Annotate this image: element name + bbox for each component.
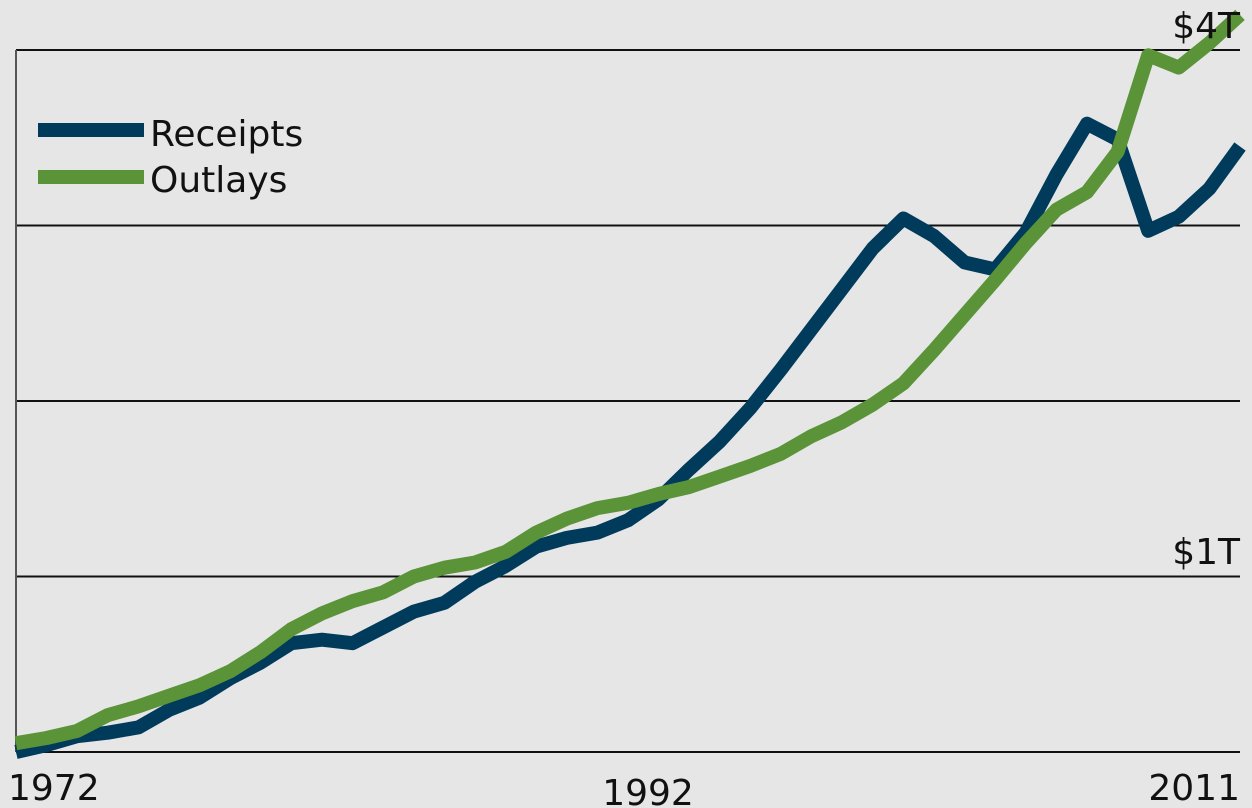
x-tick-label-1992: 1992 xyxy=(602,773,694,808)
y-tick-label-1t: $1T xyxy=(1172,532,1241,573)
y-tick-label-4t: $4T xyxy=(1172,6,1241,47)
x-tick-label-1972: 1972 xyxy=(8,768,100,808)
series-lines xyxy=(14,9,1246,759)
series-line-receipts xyxy=(14,116,1246,759)
gridlines xyxy=(16,49,1240,753)
x-tick-label-2011: 2011 xyxy=(1148,768,1240,808)
legend-label-outlays: Outlays xyxy=(150,160,287,201)
series-line-outlays xyxy=(14,9,1245,751)
legend-label-receipts: Receipts xyxy=(150,114,303,155)
legend: Receipts Outlays xyxy=(38,114,303,201)
